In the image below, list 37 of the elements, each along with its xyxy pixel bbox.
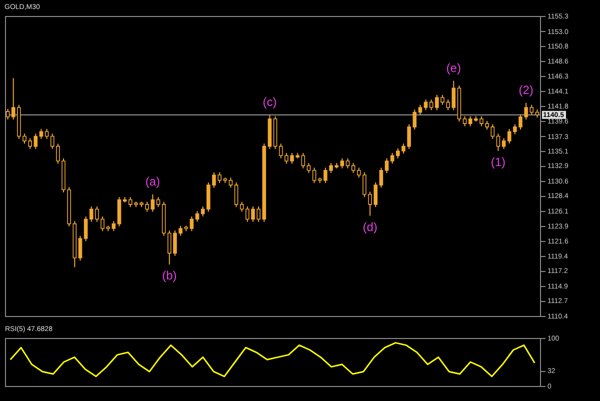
- candlestick: [507, 128, 512, 144]
- candlestick: [340, 158, 344, 169]
- candlestick: [346, 158, 350, 169]
- candlestick: [156, 196, 160, 208]
- annotation: (d): [362, 220, 378, 234]
- annotation: (2): [518, 82, 534, 97]
- candlestick: [234, 182, 238, 208]
- candlestick: [301, 152, 306, 169]
- candlestick: [502, 138, 506, 150]
- candlestick: [200, 206, 205, 217]
- candlestick: [112, 220, 116, 232]
- annotation: (a): [145, 174, 160, 188]
- candlestick: [240, 201, 244, 212]
- annotation: (c): [262, 94, 277, 109]
- candlestick: [379, 167, 384, 188]
- candlestick: [39, 128, 44, 140]
- candlestick: [195, 210, 200, 222]
- candlestick: [44, 128, 49, 140]
- candlestick: [496, 133, 500, 152]
- candlestick: [424, 99, 428, 111]
- candlestick: [462, 116, 467, 127]
- annotation: (e): [446, 60, 461, 75]
- candlestick: [150, 194, 155, 212]
- candlestick: [190, 216, 194, 232]
- candlestick: [78, 235, 82, 262]
- candlestick: [418, 104, 422, 116]
- line-series: [10, 342, 536, 378]
- candlestick: [468, 116, 472, 127]
- candlestick: [429, 99, 434, 111]
- annotation: (1): [490, 154, 506, 169]
- candlestick: [312, 167, 316, 184]
- candlestick: [228, 177, 233, 188]
- candlestick: [390, 152, 394, 164]
- candlestick: [84, 216, 88, 242]
- candlestick: [384, 158, 389, 174]
- candlestick: [34, 133, 38, 150]
- annotation: (b): [162, 268, 177, 283]
